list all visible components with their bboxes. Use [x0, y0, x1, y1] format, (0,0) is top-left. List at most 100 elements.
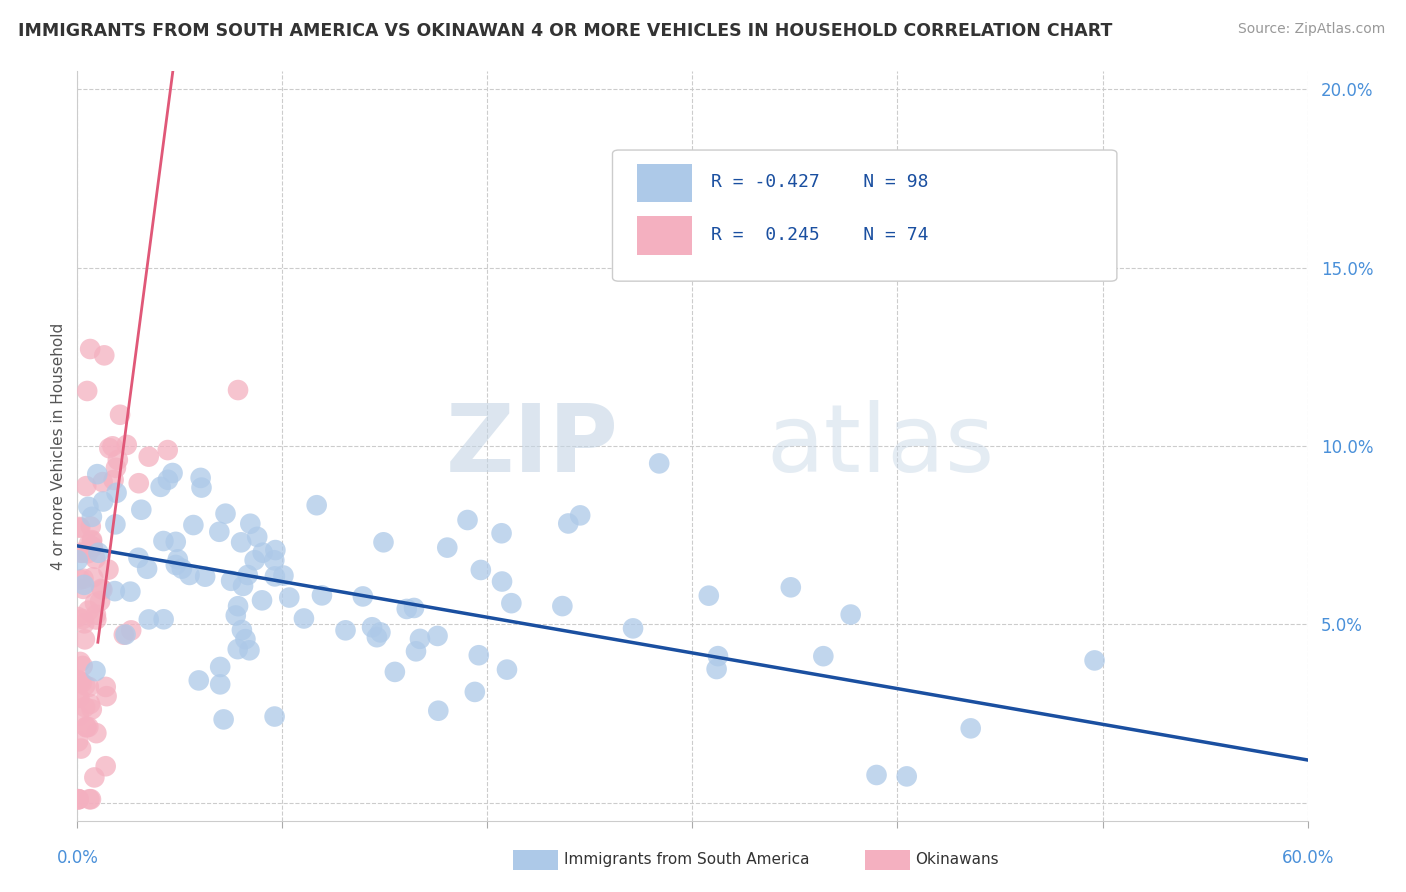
- Point: [91, 475, 114, 489]
- Point: [101, 439, 124, 453]
- Point: [82, 540, 104, 554]
- Point: [235, 632, 257, 647]
- Point: [69, 546, 91, 560]
- Point: [66, 553, 89, 567]
- Point: [305, 498, 328, 512]
- Point: [69, 674, 91, 689]
- Point: [70, 675, 93, 690]
- Point: [706, 662, 728, 676]
- Point: [98, 441, 121, 455]
- Point: [170, 561, 193, 575]
- Point: [79, 697, 101, 711]
- Point: [86, 726, 108, 740]
- Point: [225, 608, 247, 623]
- Point: [75, 720, 97, 734]
- Point: [75, 720, 97, 734]
- Point: [226, 599, 249, 614]
- Point: [813, 649, 835, 664]
- Point: [82, 540, 104, 554]
- Point: [86, 467, 108, 482]
- Point: [67, 708, 90, 723]
- Point: [166, 552, 188, 566]
- Point: [86, 612, 108, 626]
- Text: Okinawans: Okinawans: [915, 853, 998, 867]
- Point: [80, 792, 103, 806]
- Point: [67, 690, 90, 705]
- Point: [292, 611, 315, 625]
- Text: atlas: atlas: [766, 400, 994, 492]
- Point: [214, 507, 236, 521]
- Point: [491, 526, 513, 541]
- Point: [149, 480, 172, 494]
- Point: [209, 677, 232, 691]
- Point: [263, 553, 285, 567]
- Point: [839, 607, 862, 622]
- Point: [246, 530, 269, 544]
- Point: [80, 519, 103, 533]
- Point: [73, 616, 96, 631]
- Point: [219, 574, 242, 588]
- Point: [87, 546, 110, 560]
- Point: [79, 792, 101, 806]
- Point: [96, 689, 118, 703]
- Text: IMMIGRANTS FROM SOUTH AMERICA VS OKINAWAN 4 OR MORE VEHICLES IN HOUSEHOLD CORREL: IMMIGRANTS FROM SOUTH AMERICA VS OKINAWA…: [18, 22, 1112, 40]
- Point: [66, 673, 89, 687]
- Point: [183, 518, 205, 533]
- Point: [77, 680, 100, 694]
- Point: [212, 713, 235, 727]
- Point: [114, 627, 136, 641]
- Point: [384, 665, 406, 679]
- Point: [128, 476, 150, 491]
- Point: [79, 342, 101, 356]
- Point: [69, 573, 91, 587]
- Point: [162, 466, 184, 480]
- Point: [707, 649, 730, 664]
- Point: [67, 520, 90, 534]
- Point: [264, 569, 287, 583]
- Point: [243, 553, 266, 567]
- Text: ZIP: ZIP: [446, 400, 619, 492]
- Point: [264, 543, 287, 558]
- Point: [72, 582, 94, 596]
- Point: [865, 768, 887, 782]
- Point: [73, 578, 96, 592]
- Point: [84, 664, 107, 678]
- Point: [80, 702, 103, 716]
- Point: [80, 534, 103, 549]
- Point: [427, 704, 450, 718]
- Point: [89, 594, 111, 608]
- Point: [75, 479, 97, 493]
- Point: [82, 570, 104, 584]
- Point: [77, 500, 100, 514]
- Point: [72, 612, 94, 626]
- Point: [194, 569, 217, 583]
- Point: [93, 348, 115, 362]
- Point: [496, 663, 519, 677]
- Point: [896, 769, 918, 783]
- Point: [77, 546, 100, 560]
- Point: [84, 551, 107, 566]
- Point: [373, 535, 395, 549]
- Point: [238, 643, 260, 657]
- Point: [91, 494, 114, 508]
- Point: [436, 541, 458, 555]
- Point: [491, 574, 513, 589]
- Point: [152, 534, 174, 549]
- Point: [104, 460, 127, 475]
- Point: [77, 720, 100, 734]
- Point: [94, 759, 117, 773]
- Point: [361, 620, 384, 634]
- Point: [90, 582, 112, 596]
- Point: [239, 516, 262, 531]
- Point: [179, 568, 201, 582]
- Point: [107, 453, 129, 467]
- Point: [76, 384, 98, 398]
- Point: [67, 792, 90, 806]
- Point: [621, 621, 644, 635]
- Point: [273, 568, 295, 582]
- Point: [263, 709, 285, 723]
- Point: [236, 568, 259, 582]
- Point: [91, 582, 114, 597]
- Text: R =  0.245    N = 74: R = 0.245 N = 74: [711, 226, 928, 244]
- Point: [105, 485, 128, 500]
